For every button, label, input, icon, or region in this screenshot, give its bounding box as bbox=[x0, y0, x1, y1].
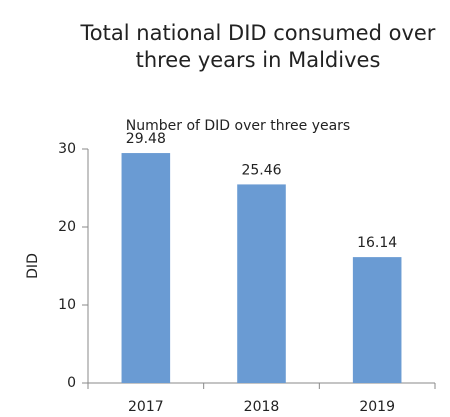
data-label: 16.14 bbox=[357, 235, 397, 251]
y-tick-label: 20 bbox=[58, 219, 76, 235]
bar bbox=[237, 184, 286, 383]
y-axis-label: DID bbox=[25, 253, 41, 279]
y-tick-label: 0 bbox=[67, 375, 76, 391]
x-tick-label: 2017 bbox=[128, 399, 164, 415]
chart-subtitle: Number of DID over three years bbox=[126, 118, 350, 134]
x-tick-label: 2018 bbox=[244, 399, 280, 415]
data-label: 29.48 bbox=[126, 131, 166, 147]
y-tick-label: 30 bbox=[58, 141, 76, 157]
bar bbox=[352, 257, 402, 383]
bar bbox=[121, 153, 171, 383]
y-tick-label: 10 bbox=[58, 297, 76, 313]
x-tick-label: 2019 bbox=[359, 399, 395, 415]
chart-title: Total national DID consumed over three y… bbox=[80, 21, 436, 72]
data-label: 25.46 bbox=[241, 162, 281, 178]
